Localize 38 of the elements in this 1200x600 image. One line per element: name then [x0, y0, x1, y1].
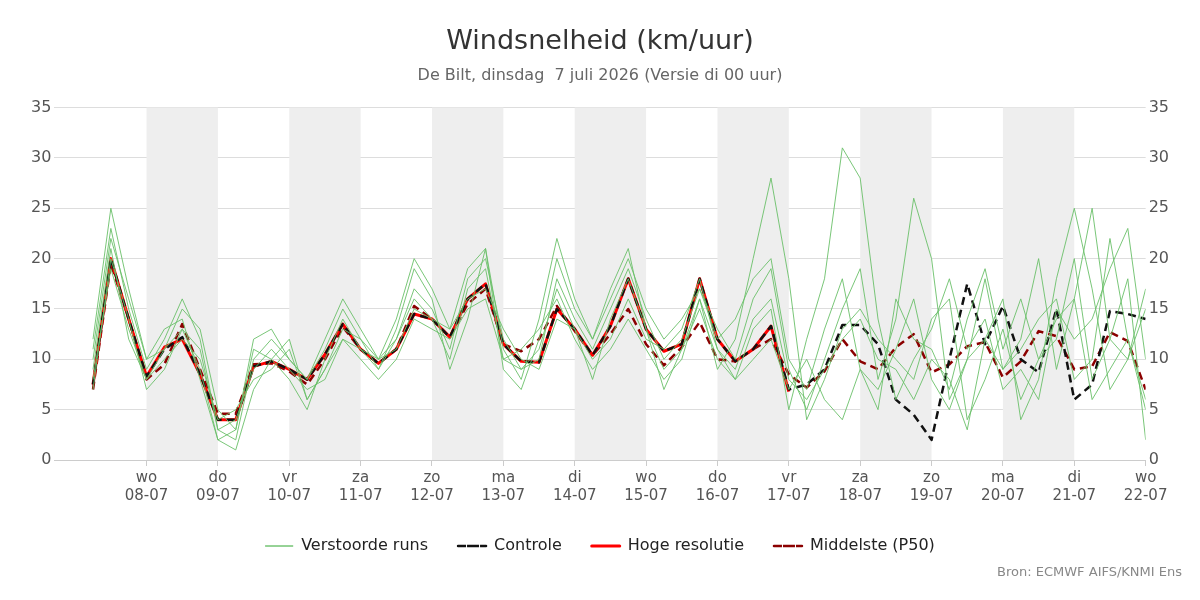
legend-label: Controle — [494, 535, 562, 555]
x-tick-label: di 14-07 — [552, 467, 597, 504]
x-tick-label: zo 19-07 — [909, 467, 954, 504]
x-tick-label: ma 20-07 — [981, 467, 1025, 504]
y-tick-label: 30 — [31, 147, 52, 167]
x-tick-label: zo 12-07 — [410, 467, 454, 504]
x-tick-label: za 11-07 — [338, 467, 383, 504]
y-tick-label: 0 — [41, 449, 52, 469]
legend-label: Middelste (P50) — [809, 535, 935, 555]
y2-tick-label: 30 — [1148, 147, 1169, 167]
y-tick-label: 15 — [31, 298, 52, 318]
y-tick-label: 20 — [31, 247, 52, 267]
chart-subtitle: De Bilt, dinsdag 7 juli 2026 (Versie di 00 uur) — [417, 65, 783, 85]
x-tick-label: do 16-07 — [695, 467, 740, 504]
x-tick-label: wo 15-07 — [624, 467, 668, 504]
legend-label: Verstoorde runs — [301, 535, 429, 555]
y2-tick-label: 35 — [1148, 96, 1169, 116]
text: Bron: ECMWF AIFS/KNMI Ens — [997, 564, 1182, 579]
x-tick-label: wo 22-07 — [1123, 467, 1168, 504]
y2-tick-label: 10 — [1148, 348, 1169, 368]
y2-tick-label: 0 — [1148, 449, 1159, 469]
x-tick-label: vr 10-07 — [267, 467, 312, 504]
y-tick-label: 25 — [31, 197, 52, 217]
x-tick-label: do 09-07 — [196, 467, 240, 504]
y2-tick-label: 15 — [1148, 298, 1169, 318]
x-tick-label: ma 13-07 — [481, 467, 526, 504]
y-tick-label: 35 — [31, 96, 52, 116]
x-tick-label: wo 08-07 — [124, 467, 169, 504]
y-tick-label: 5 — [41, 398, 52, 418]
legend-label: Hoge resolutie — [627, 535, 744, 555]
chart-title: Windsnelheid (km/uur) — [446, 24, 754, 56]
y2-tick-label: 25 — [1148, 197, 1169, 217]
x-tick-label: za 18-07 — [838, 467, 882, 504]
y2-tick-label: 5 — [1148, 398, 1159, 418]
x-tick-label: vr 17-07 — [767, 467, 811, 504]
x-tick-label: di 21-07 — [1052, 467, 1097, 504]
y-tick-label: 10 — [31, 348, 52, 368]
y2-tick-label: 20 — [1148, 247, 1169, 267]
